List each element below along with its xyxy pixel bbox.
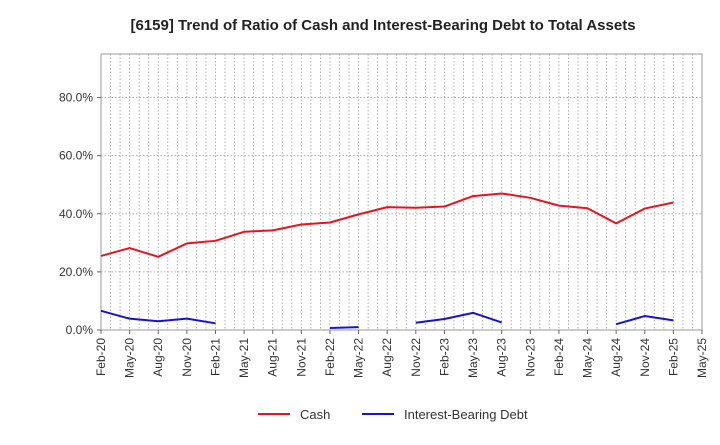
x-tick-label: May-24 [581,338,595,378]
x-tick-label: Aug-23 [495,338,509,377]
x-tick-label: May-21 [237,338,251,378]
x-axis-ticks: Feb-20 May-20 Aug-20 Nov-20 Feb-21 May-21 Aug-… [94,330,709,378]
x-tick-label: May-25 [695,338,709,378]
chart-title: [6159] Trend of Ratio of Cash and Intere… [130,17,635,34]
x-tick-label: Feb-22 [323,338,337,376]
x-tick-label: Feb-25 [666,338,680,376]
x-tick-label: Feb-24 [552,338,566,376]
x-tick-label: Feb-23 [437,338,451,376]
legend-label-cash: Cash [300,407,330,422]
y-axis-ticks: 0.0% 20.0% 40.0% 60.0% 80.0% [59,91,101,337]
y-tick-label: 20.0% [59,265,93,279]
series-line-interest-bearing-debt [415,311,502,324]
series-line-interest-bearing-debt [100,309,216,325]
series-lines [100,192,674,329]
x-tick-label: Nov-21 [294,338,308,377]
x-tick-label: Feb-20 [94,338,108,376]
x-tick-label: Nov-23 [523,338,537,377]
x-tick-label: May-22 [352,338,366,378]
x-tick-label: Aug-20 [151,338,165,377]
series-line-interest-bearing-debt [615,315,674,326]
x-tick-label: Aug-22 [380,338,394,377]
x-tick-label: Feb-21 [208,338,222,376]
grid [101,54,702,330]
x-tick-label: May-23 [466,338,480,378]
legend-label-interest-bearing-debt: Interest-Bearing Debt [404,407,528,422]
x-tick-label: Nov-20 [180,338,194,377]
x-tick-label: Aug-21 [266,338,280,377]
series-line-interest-bearing-debt [329,326,359,329]
plot-area [100,53,703,331]
x-tick-label: Aug-24 [609,338,623,377]
y-tick-label: 80.0% [59,91,93,105]
legend: Cash Interest-Bearing Debt [258,407,528,422]
y-tick-label: 0.0% [66,323,94,337]
x-tick-label: May-20 [123,338,137,378]
x-tick-label: Nov-22 [409,338,423,377]
series-line-cash [100,192,674,258]
y-tick-label: 60.0% [59,149,93,163]
y-tick-label: 40.0% [59,207,93,221]
x-tick-label: Nov-24 [638,338,652,377]
